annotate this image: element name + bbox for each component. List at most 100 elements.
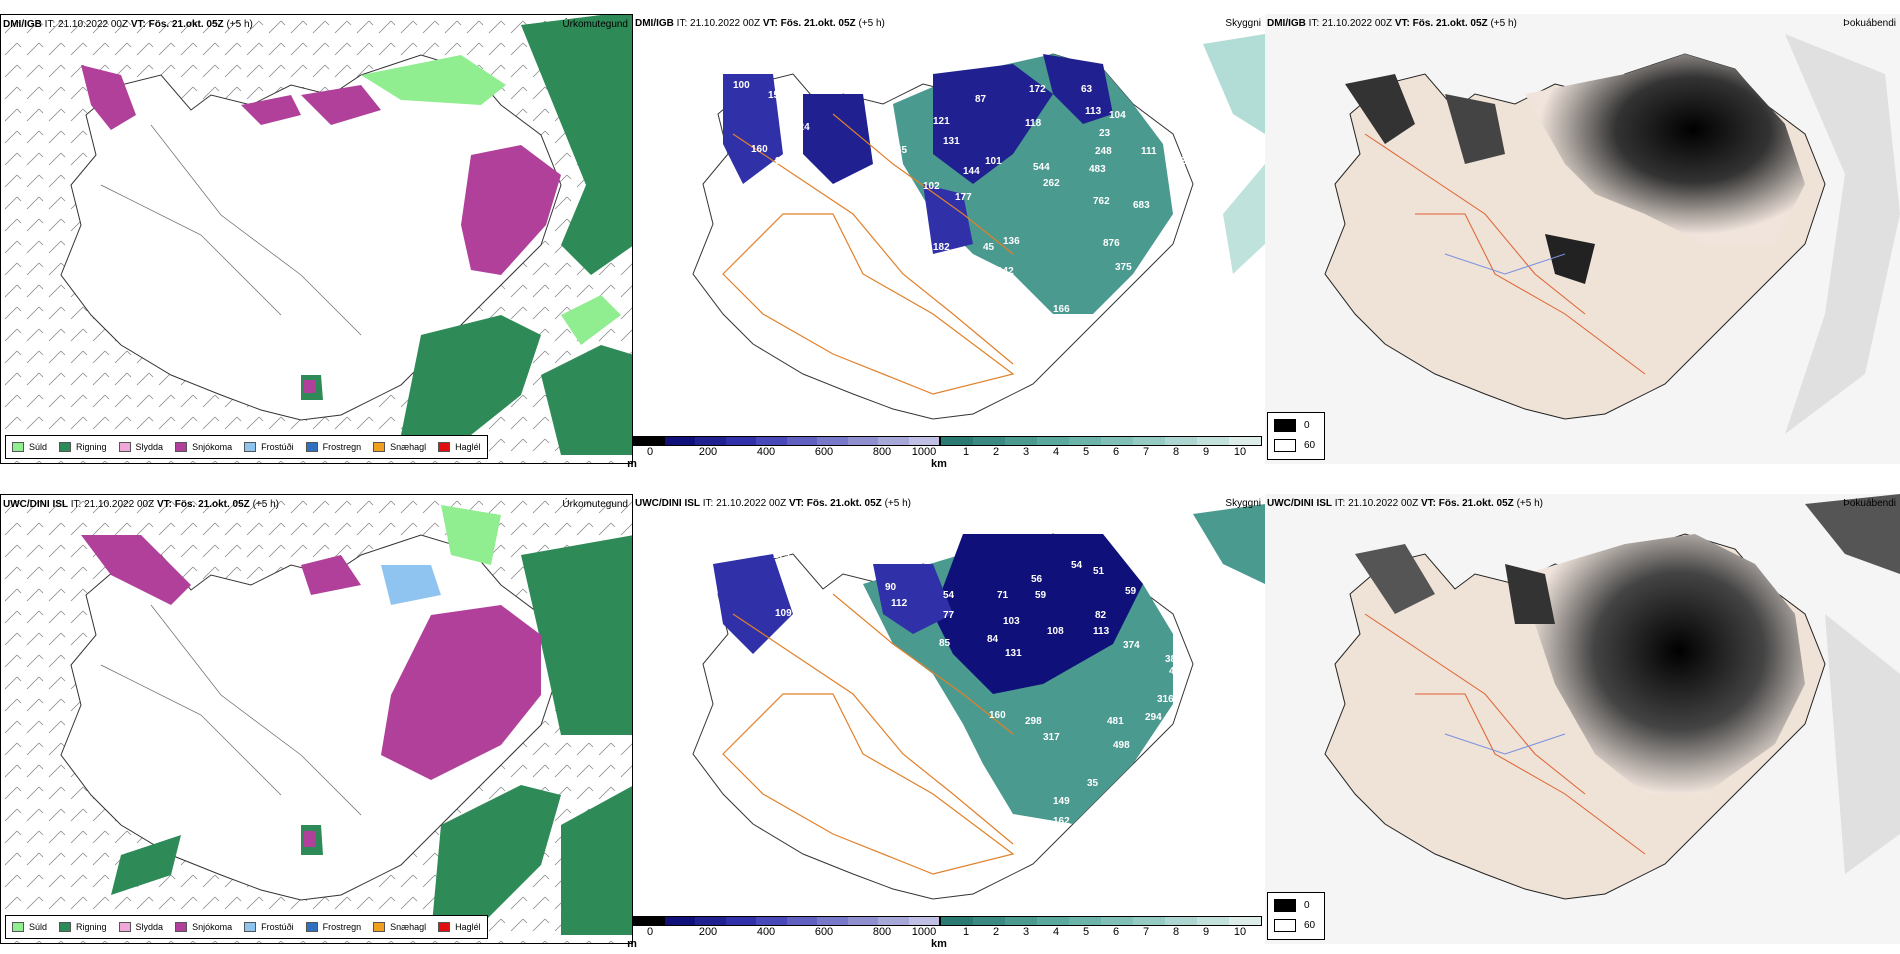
bar-segment: [1197, 917, 1229, 925]
legend-swatch: [1274, 439, 1296, 452]
map-label: 481: [1107, 716, 1124, 727]
colorbar-tick: 4: [1052, 446, 1060, 458]
colorbar-tick: 7: [1142, 926, 1150, 938]
visibility-map-bottom: 148 179 89 109 85 87 90 112 54 77 85 84 …: [683, 504, 1265, 900]
precip-type-panel-bottom: UWC/DINI ISL IT: 21.10.2022 00Z VT: Fös.…: [0, 494, 633, 944]
map-label: 405: [733, 56, 750, 67]
ceiling-value-labels: 405 100 155 124 160 98 93 84 65 121 102 …: [665, 56, 1186, 315]
fog-index-map-top: [1265, 14, 1900, 464]
colorbar-tick: 2: [992, 926, 1000, 938]
legend-swatch: [244, 442, 257, 452]
bar-segment: [634, 437, 665, 445]
bar-segment: [1197, 437, 1229, 445]
map-label: 52: [713, 228, 725, 239]
panel-title: Úrkomutegund: [562, 499, 628, 510]
visibility-colorbar: [940, 916, 1262, 926]
colorbar-tick: 7: [1142, 446, 1150, 458]
map-label: 131: [943, 136, 960, 147]
fog-legend-bottom: 0 60: [1267, 892, 1325, 940]
ceiling-colorbar-bottom: m 0 200 400 600 800 1000: [627, 914, 940, 954]
colorbar-tick: 5: [1082, 926, 1090, 938]
bar-segment: [1229, 917, 1261, 925]
legend-item: Frostregn: [305, 922, 361, 932]
colorbar-tick: 800: [872, 446, 892, 458]
legend-item: Haglél: [438, 922, 481, 932]
colorbar-tick: 8: [1172, 926, 1180, 938]
colorbar-tick: 0: [646, 446, 654, 458]
legend-swatch: [118, 922, 131, 932]
colorbar-tick: 8: [1172, 446, 1180, 458]
panel-title: Þokuábendi: [1843, 18, 1896, 29]
map-label: 51: [1093, 566, 1105, 577]
legend-swatch: [373, 922, 386, 932]
map-label: 101: [985, 156, 1002, 167]
map-label: 248: [1095, 146, 1112, 157]
bar-segment: [1005, 917, 1037, 925]
map-label: 35: [1087, 778, 1099, 789]
map-label: 59: [1125, 586, 1137, 597]
bar-segment: [634, 917, 665, 925]
map-label: 73: [713, 706, 725, 717]
colorbar-tick: 600: [814, 446, 834, 458]
visibility-colorbar-bottom: km 1 2 3 4 5 6 7 8 9 10: [931, 914, 1262, 954]
map-label: 54: [943, 590, 955, 601]
bar-segment: [878, 437, 909, 445]
legend-swatch: [1274, 419, 1296, 432]
map-label: 104: [1109, 110, 1126, 121]
bar-segment: [1101, 437, 1133, 445]
panel-header: UWC/DINI ISL IT: 21.10.2022 00Z VT: Fös.…: [1267, 498, 1543, 509]
colorbar-tick: 3: [1022, 446, 1030, 458]
colorbar-tick: 4: [1052, 926, 1060, 938]
bar-segment: [908, 917, 939, 925]
legend-swatch: [244, 922, 257, 932]
map-label: 90: [885, 582, 897, 593]
map-label: 375: [1115, 262, 1132, 273]
visibility-panel-top: 405 100 155 124 160 98 93 84 65 121 102 …: [633, 14, 1265, 464]
colorbar-tick: 2: [992, 446, 1000, 458]
bar-segment: [847, 437, 878, 445]
legend-swatch: [59, 442, 72, 452]
colorbar-tick: 9: [1202, 446, 1210, 458]
map-label: 59: [1035, 590, 1047, 601]
legend-swatch: [373, 442, 386, 452]
map-label: 876: [1103, 238, 1120, 249]
bar-segment: [908, 437, 939, 445]
map-label: 63: [1081, 84, 1093, 95]
legend-item: Frostúði: [244, 922, 294, 932]
panel-header: DMI/IGB IT: 21.10.2022 00Z VT: Fös. 21.o…: [1267, 18, 1517, 29]
bar-segment: [725, 437, 756, 445]
legend-item: Snjókoma: [175, 922, 232, 932]
map-label: 123: [923, 716, 940, 727]
bar-segment: [878, 917, 909, 925]
map-label: 374: [1123, 640, 1140, 651]
legend-item: Súld: [12, 922, 47, 932]
colorbar-tick: 400: [756, 926, 776, 938]
legend-swatch: [305, 922, 318, 932]
legend-swatch: [12, 922, 24, 932]
map-label: 87: [975, 94, 987, 105]
panel-title: Skyggni: [1225, 18, 1261, 29]
bar-segment: [695, 437, 726, 445]
colorbar-tick: 3: [1022, 926, 1030, 938]
map-label: 149: [1053, 796, 1070, 807]
iceland-outline: [60, 54, 562, 421]
colorbar-tick: 10: [1233, 926, 1247, 938]
fog-legend-top: 0 60: [1267, 412, 1325, 460]
map-label: 177: [955, 192, 972, 203]
legend-swatch: [438, 922, 451, 932]
map-label: 436: [1169, 666, 1186, 677]
bar-segment: [664, 437, 695, 445]
map-label: 82: [1095, 610, 1107, 621]
bar-segment: [1101, 917, 1133, 925]
fog-index-panel-bottom: UWC/DINI ISL IT: 21.10.2022 00Z VT: Fös.…: [1265, 494, 1900, 944]
bar-segment: [1133, 437, 1165, 445]
colorbar-unit: m: [627, 938, 637, 950]
map-label: 179: [773, 550, 790, 561]
bar-segment: [1069, 437, 1101, 445]
precip-type-legend: Súld Rigning Slydda Snjókoma Frostúði Fr…: [5, 915, 488, 939]
precip-type-map-bottom: [1, 495, 632, 943]
map-label: 113: [1085, 106, 1102, 117]
panel-title: Skyggni: [1225, 498, 1261, 509]
legend-item: Slydda: [118, 922, 163, 932]
map-label: 65: [896, 145, 908, 156]
